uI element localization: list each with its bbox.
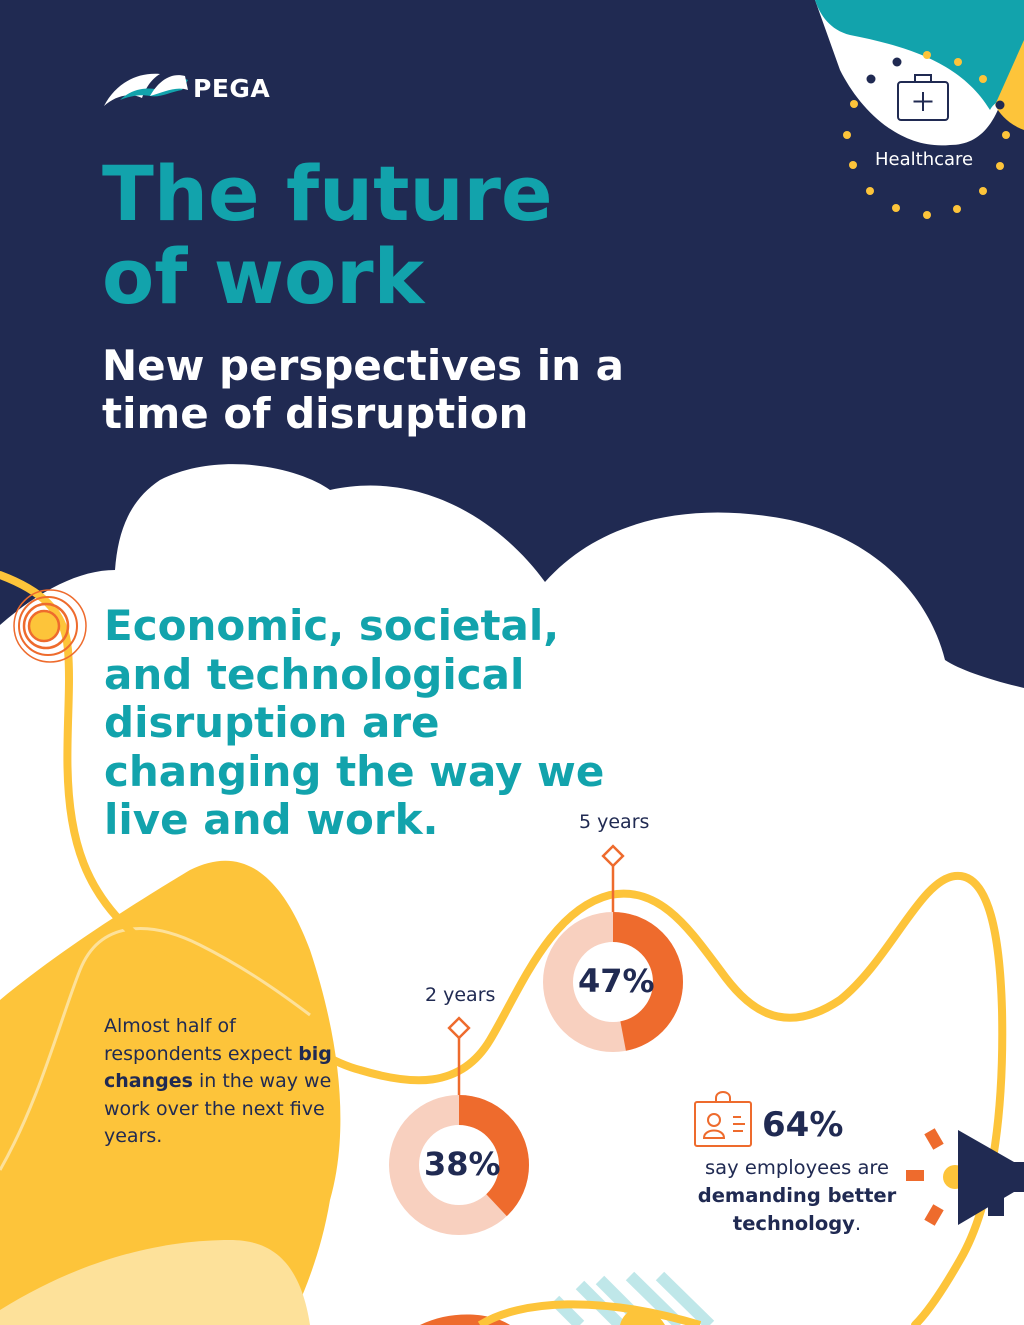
headline: Economic, societal, and technological di… — [104, 601, 605, 844]
pega-logo-icon — [104, 73, 188, 106]
subtitle-line: New perspectives in a — [102, 341, 624, 390]
stat-text-plain: say employees are — [705, 1156, 889, 1179]
note-text: Almost half of respondents expect — [104, 1015, 299, 1065]
title-line: The future — [102, 149, 553, 238]
stat-text: say employees are demanding better techn… — [690, 1154, 904, 1238]
donut-value-2-years: 38% — [424, 1145, 501, 1183]
industry-badge-label: Healthcare — [875, 149, 974, 170]
donut-value-5-years: 47% — [578, 962, 655, 1000]
stat-text-plain: . — [854, 1212, 862, 1235]
note-text: in the way we work over the next five ye… — [104, 1070, 332, 1147]
diamond-marker — [601, 844, 625, 868]
respondents-note: Almost half of respondents expect big ch… — [104, 1013, 344, 1151]
donut-arc — [389, 1095, 529, 1235]
dot-ring — [843, 51, 1010, 219]
id-badge-icon — [694, 1091, 752, 1147]
note-bold: big changes — [104, 1042, 332, 1093]
medical-kit-icon — [897, 74, 949, 121]
pega-logo: PEGA — [193, 74, 271, 103]
title-line: of work — [102, 232, 425, 321]
megaphone-icon — [906, 1128, 1024, 1226]
stat-text-bold: demanding better technology — [697, 1184, 897, 1235]
subtitle-line: time of disruption — [102, 389, 529, 438]
timeline-path — [0, 571, 1007, 1325]
stat-value: 64% — [762, 1105, 844, 1145]
donut-label-5-years: 5 years — [579, 811, 650, 833]
donut-arc — [543, 912, 683, 1052]
diamond-marker — [447, 1016, 471, 1040]
page-title: The future of work — [102, 152, 553, 318]
target-icon — [13, 589, 87, 663]
donut-label-2-years: 2 years — [425, 984, 496, 1006]
page-subtitle: New perspectives in a time of disruption — [102, 342, 624, 438]
